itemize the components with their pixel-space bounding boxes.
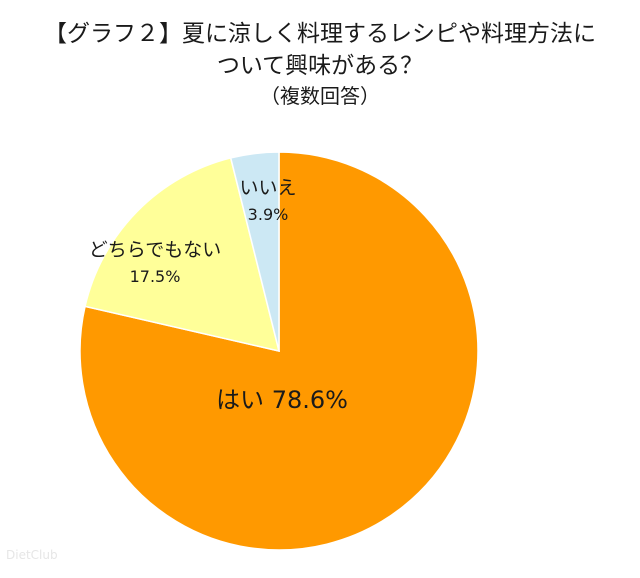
pie-slice-0 — [79, 151, 479, 551]
slice-label-1: どちらでもない — [89, 239, 221, 261]
chart-title: 【グラフ２】夏に涼しく料理するレシピや料理方法に ついて興味がある？ （複数回答… — [0, 18, 640, 110]
slice-value-1: 17.5% — [130, 267, 181, 286]
title-line-1: 【グラフ２】夏に涼しく料理するレシピや料理方法に — [44, 21, 596, 47]
pie-slices — [79, 151, 479, 551]
title-line-2: ついて興味がある？ — [216, 53, 424, 79]
pie-labels: はい 78.6% どちらでもない 17.5% いいえ 3.9% — [89, 177, 348, 414]
watermark-logo: DietClub — [6, 548, 58, 562]
slice-label-2: いいえ — [239, 177, 296, 199]
slice-label-0: はい 78.6% — [216, 386, 348, 414]
pie-slice-1 — [84, 157, 281, 353]
chart-subtitle: （複数回答） — [260, 84, 380, 108]
slice-value-2: 3.9% — [248, 205, 289, 224]
pie-slice-2 — [229, 151, 280, 352]
